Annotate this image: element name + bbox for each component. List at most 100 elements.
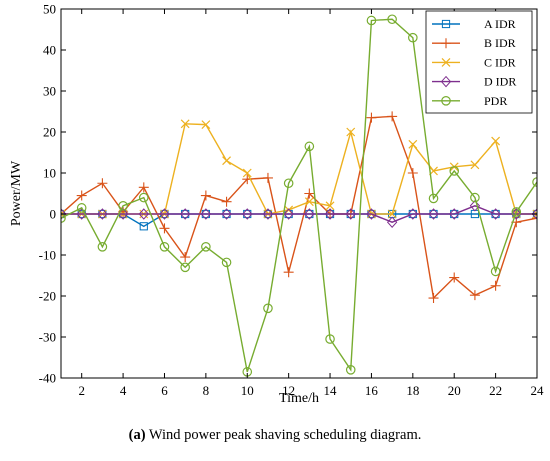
legend-marker-b-idr (441, 38, 451, 49)
data-point-d-idr (242, 208, 253, 220)
x-axis-title: Time/h (279, 391, 319, 406)
data-point-d-idr (407, 208, 418, 220)
legend-label: C IDR (484, 55, 516, 69)
data-point-d-idr (304, 208, 315, 220)
x-tick-label: 22 (489, 383, 502, 398)
data-point-b-idr (407, 168, 418, 178)
series-d-idr (61, 200, 537, 228)
data-point-b-idr (262, 172, 273, 183)
y-tick-label: 40 (43, 43, 56, 58)
legend-entry-pdr: PDR (432, 94, 507, 108)
y-tick-label: 20 (43, 125, 56, 140)
legend-marker-c-idr (441, 57, 451, 67)
series-line-a-idr (61, 213, 537, 228)
data-point-pdr (61, 213, 66, 223)
x-tick-label: 6 (161, 383, 168, 398)
figure-caption: (a) Wind power peak shaving scheduling d… (129, 427, 422, 443)
y-tick-label: 50 (43, 2, 56, 17)
data-point-c-idr (470, 160, 480, 170)
data-point-d-idr (324, 208, 336, 220)
legend-label: PDR (484, 94, 507, 108)
data-point-d-idr (283, 208, 294, 220)
x-tick-label: 16 (365, 383, 379, 398)
data-point-d-idr (200, 208, 212, 220)
x-tick-label: 18 (406, 383, 419, 398)
data-point-b-idr (304, 188, 315, 199)
data-point-d-idr (490, 208, 501, 220)
data-point-d-idr (428, 208, 439, 220)
data-point-pdr (345, 364, 356, 375)
data-point-c-idr (180, 119, 190, 129)
x-tick-label: 24 (531, 383, 545, 398)
data-point-pdr (159, 242, 170, 252)
data-point-d-idr (345, 208, 356, 220)
data-point-d-idr (61, 208, 67, 220)
data-point-c-idr (304, 197, 314, 207)
data-point-pdr (201, 242, 211, 252)
data-point-c-idr (387, 209, 397, 219)
data-point-pdr (180, 262, 190, 273)
data-point-b-idr (490, 280, 501, 291)
data-point-pdr (428, 193, 439, 204)
y-tick-label: 10 (43, 166, 56, 181)
data-point-c-idr (325, 201, 335, 211)
caption-text: Wind power peak shaving scheduling diagr… (146, 427, 422, 443)
legend-entry-b-idr: B IDR (432, 36, 516, 50)
data-point-pdr (366, 15, 377, 26)
data-point-pdr (325, 334, 335, 344)
data-point-pdr (511, 207, 522, 217)
data-point-c-idr (346, 127, 356, 137)
series-b-idr (61, 111, 537, 304)
x-tick-label: 14 (324, 383, 338, 398)
data-point-pdr (118, 201, 128, 211)
data-point-d-idr (159, 208, 170, 220)
legend-marker-d-idr (440, 75, 452, 88)
axes: 2 4 6 8 10 12 14 16 18 20 22 24-40-30-20-1001020304… (39, 2, 544, 399)
data-point-d-idr (262, 208, 274, 220)
data-point-b-idr (428, 293, 439, 304)
data-point-pdr (449, 166, 460, 176)
data-point-d-idr (511, 208, 522, 220)
data-point-b-idr (469, 290, 480, 301)
caption-label: (a) (129, 427, 146, 443)
data-point-d-idr (449, 208, 460, 220)
data-point-d-idr (469, 200, 481, 212)
legend: A IDR B IDR C IDR D IDR PDR (425, 10, 533, 114)
data-point-pdr (221, 257, 232, 268)
data-point-c-idr (242, 168, 252, 178)
legend-label: B IDR (484, 36, 516, 50)
data-point-b-idr (180, 252, 191, 263)
data-point-b-idr (449, 272, 460, 283)
legend-label: D IDR (484, 75, 516, 89)
data-point-pdr (490, 266, 501, 277)
y-tick-label: 30 (43, 84, 56, 99)
plot-area (61, 14, 537, 377)
data-point-pdr (76, 203, 87, 213)
data-point-d-idr (221, 208, 232, 220)
data-point-d-idr (97, 208, 108, 220)
data-point-b-idr (283, 267, 294, 278)
y-tick-label: -10 (39, 248, 56, 263)
legend-label: A IDR (484, 17, 516, 31)
data-point-pdr (304, 141, 315, 152)
data-point-d-idr (366, 208, 377, 220)
y-tick-label: -40 (39, 371, 56, 386)
data-point-pdr (97, 242, 108, 252)
x-tick-label: 10 (241, 383, 254, 398)
data-point-d-idr (138, 208, 149, 220)
x-tick-label: 4 (120, 383, 127, 398)
data-point-c-idr (222, 156, 231, 166)
legend-marker-a-idr (441, 19, 451, 29)
data-point-d-idr (531, 208, 537, 220)
data-point-pdr (283, 178, 294, 189)
x-tick-label: 2 (78, 383, 85, 398)
data-point-pdr (470, 192, 480, 203)
series-line-b-idr (61, 115, 537, 300)
y-axis-title: Power/MW (9, 160, 24, 226)
data-point-b-idr (387, 111, 398, 122)
series-pdr (61, 14, 537, 377)
data-point-c-idr (491, 136, 501, 146)
data-point-b-idr (138, 182, 149, 193)
y-tick-label: -20 (39, 289, 56, 304)
